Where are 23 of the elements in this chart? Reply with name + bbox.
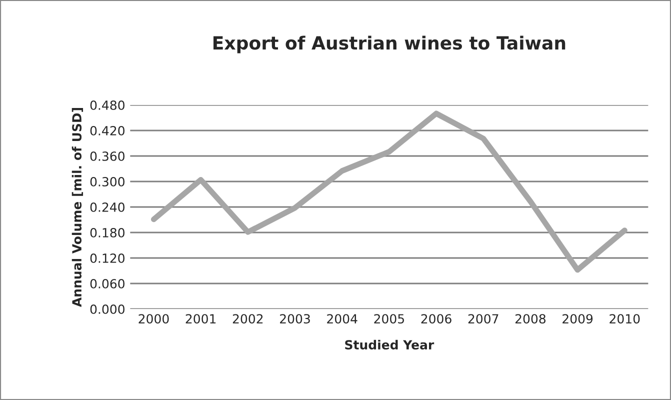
y-tick-label: 0.300: [90, 176, 124, 186]
x-tick-label: 2005: [374, 314, 404, 324]
x-tick-label: 2001: [186, 314, 216, 324]
y-tick-label: 0.000: [90, 304, 124, 314]
x-tick-label: 2006: [421, 314, 452, 324]
x-tick-label: 2002: [232, 314, 263, 324]
y-tick-label: 0.360: [90, 151, 124, 161]
y-tick-label: 0.480: [90, 100, 124, 110]
x-tick-label: 2008: [515, 314, 546, 324]
y-tick-label: 0.240: [90, 202, 124, 212]
x-tick-label: 2007: [468, 314, 498, 324]
y-tick-label: 0.120: [90, 253, 124, 263]
x-tick-label: 2010: [610, 314, 640, 324]
chart-title: Export of Austrian wines to Taiwan: [213, 36, 566, 54]
x-tick-label: 2000: [138, 314, 169, 324]
x-axis-title: Studied Year: [345, 340, 434, 350]
x-tick-label: 2009: [562, 314, 593, 324]
y-tick-label: 0.180: [90, 228, 124, 238]
y-tick-label: 0.420: [90, 126, 124, 136]
x-tick-label: 2003: [280, 314, 310, 324]
x-tick-label: 2004: [327, 314, 358, 324]
y-axis-title: Annual Volume [mil. of USD]: [72, 108, 84, 307]
y-tick-label: 0.060: [90, 278, 124, 288]
